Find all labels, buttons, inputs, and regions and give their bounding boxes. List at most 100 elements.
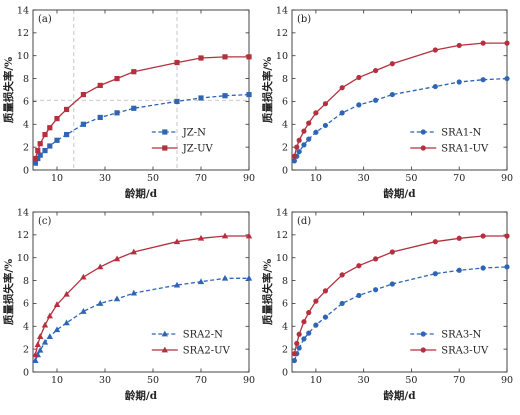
data-point — [97, 300, 104, 306]
legend-label: SRA1-N — [441, 128, 481, 139]
legend-label: SRA3-N — [441, 330, 481, 341]
y-axis-label: 质量损失率/% — [2, 57, 15, 123]
data-point — [313, 322, 319, 328]
legend-label: SRA2-N — [183, 330, 223, 341]
data-point — [42, 131, 48, 138]
data-point — [41, 338, 49, 345]
data-point — [114, 110, 120, 116]
data-point — [313, 298, 319, 304]
data-point — [35, 147, 41, 154]
x-tick-label: 90 — [243, 173, 255, 184]
data-point — [221, 274, 229, 281]
data-point — [301, 142, 307, 148]
data-point — [42, 147, 48, 154]
legend-marker — [162, 129, 168, 135]
legend: SRA3-N SRA3-UV — [410, 330, 489, 357]
legend-marker — [420, 129, 426, 135]
data-point — [173, 281, 181, 288]
series-JZ-UV — [32, 54, 252, 162]
chart-panel-4: 0 2 4 6 8 10 12 14 10 30 50 70 90 龄期/d 质量损失率/% (d) SRA3-… — [261, 207, 513, 402]
data-point — [222, 93, 228, 99]
series-JZ-N — [32, 91, 252, 166]
data-point — [301, 319, 307, 325]
data-point — [322, 288, 329, 294]
data-point — [197, 234, 205, 241]
series-line — [293, 42, 507, 157]
data-point — [322, 101, 329, 107]
y-tick-label: 10 — [276, 253, 288, 264]
x-axis-label: 龄期/d — [125, 389, 158, 402]
legend-marker — [162, 145, 168, 151]
x-tick-label: 90 — [243, 375, 255, 386]
data-point — [456, 235, 462, 241]
data-point — [504, 75, 510, 82]
panel-label: (a) — [38, 14, 52, 25]
x-tick-label: 70 — [195, 173, 207, 184]
plot-frame — [32, 211, 250, 373]
panel-label: (c) — [38, 216, 52, 227]
data-point — [291, 153, 297, 159]
data-point — [47, 125, 53, 131]
data-point — [173, 238, 181, 245]
legend-label: SRA1-UV — [441, 144, 489, 155]
data-point — [245, 274, 253, 281]
data-point — [32, 357, 39, 363]
chart-panel-3: 0 2 4 6 8 10 12 14 10 30 50 70 90 龄期/d 质量损失率/% (c) SRA2-… — [2, 207, 255, 402]
data-point — [97, 114, 103, 121]
y-tick-label: 2 — [23, 142, 29, 153]
data-point — [97, 263, 104, 270]
y-tick-label: 0 — [282, 367, 288, 378]
data-point — [432, 47, 438, 53]
legend-marker — [161, 346, 168, 353]
data-point — [373, 256, 379, 262]
x-tick-label: 30 — [99, 173, 111, 184]
y-tick-label: 6 — [23, 299, 29, 310]
panel-label: (b) — [297, 14, 311, 25]
legend-marker — [420, 331, 426, 337]
x-tick-label: 30 — [358, 173, 370, 184]
y-tick-label: 4 — [282, 322, 288, 333]
y-tick-label: 8 — [23, 74, 29, 85]
y-tick-label: 14 — [17, 207, 29, 218]
data-point — [373, 67, 379, 74]
data-point — [339, 110, 345, 116]
data-point — [80, 273, 87, 280]
data-point — [46, 312, 53, 319]
data-point — [356, 292, 362, 299]
data-point — [504, 264, 510, 270]
data-point — [356, 74, 362, 81]
data-point — [504, 233, 510, 239]
y-tick-label: 14 — [276, 5, 288, 16]
data-point — [373, 97, 379, 103]
legend: SRA1-N SRA1-UV — [410, 128, 489, 155]
data-point — [291, 351, 297, 357]
data-point — [456, 42, 462, 49]
y-tick-label: 8 — [23, 276, 29, 287]
data-point — [389, 249, 395, 255]
legend-marker — [420, 145, 426, 151]
data-point — [222, 54, 228, 60]
series-SRA3-UV — [291, 233, 510, 357]
data-point — [322, 314, 329, 320]
y-tick-label: 8 — [282, 74, 288, 85]
data-point — [301, 128, 307, 134]
data-point — [37, 152, 43, 158]
y-tick-label: 6 — [282, 97, 288, 108]
y-tick-label: 14 — [17, 5, 29, 16]
data-point — [339, 272, 345, 278]
data-point — [37, 141, 43, 147]
legend-label: SRA3-UV — [441, 346, 489, 357]
data-point — [301, 336, 307, 342]
x-tick-label: 10 — [51, 375, 63, 386]
y-tick-label: 4 — [23, 120, 29, 131]
data-point — [294, 144, 300, 150]
data-point — [432, 239, 438, 245]
data-point — [389, 91, 395, 98]
data-point — [356, 263, 362, 269]
legend-label: SRA2-UV — [183, 346, 231, 357]
data-point — [113, 255, 121, 262]
data-point — [130, 248, 137, 255]
legend-label: JZ-UV — [182, 144, 214, 155]
legend-label: JZ-N — [182, 128, 206, 139]
